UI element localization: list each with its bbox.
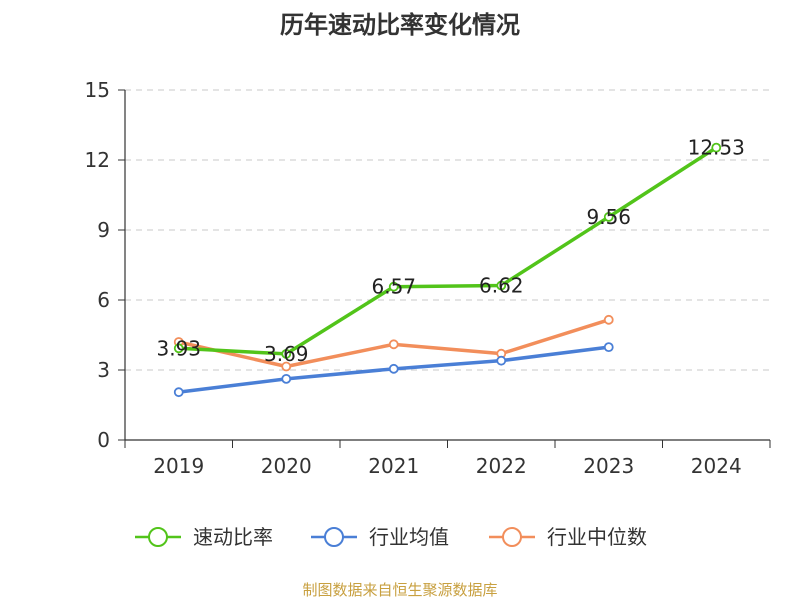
x-tick-label: 2024: [691, 454, 742, 478]
legend-item[interactable]: 行业均值: [311, 525, 449, 549]
data-point[interactable]: [388, 281, 399, 292]
y-tick-label: 0: [97, 428, 110, 452]
y-tick-label: 9: [97, 218, 110, 242]
legend-label: 速动比率: [193, 525, 273, 549]
data-point[interactable]: [603, 212, 614, 222]
x-tick-label: 2021: [368, 454, 419, 478]
data-point[interactable]: [281, 361, 292, 372]
data-point[interactable]: [281, 348, 292, 359]
series-line: [178, 146, 718, 356]
y-tick-label: 15: [85, 78, 110, 102]
data-point[interactable]: [388, 339, 399, 350]
data-label: 6.62: [479, 274, 524, 298]
x-tick-label: 2022: [476, 454, 527, 478]
data-point[interactable]: [496, 355, 507, 366]
data-labels: 3.93 3.69 6.57 6.62 9.56 12.53: [156, 136, 744, 366]
data-point[interactable]: [496, 280, 507, 291]
legend-marker-icon: [148, 527, 168, 547]
legend-marker-icon: [324, 527, 344, 547]
legend-label: 行业中位数: [547, 525, 647, 549]
x-tick-label: 2023: [583, 454, 634, 478]
data-label: 9.56: [586, 205, 631, 229]
y-tick-label: 3: [97, 358, 110, 382]
chart-title: 历年速动比率变化情况: [280, 11, 520, 39]
series-group: [173, 142, 722, 398]
data-label: 3.69: [264, 342, 309, 366]
data-point[interactable]: [388, 363, 399, 374]
legend-item[interactable]: 速动比率: [135, 525, 273, 549]
data-point[interactable]: [711, 142, 722, 153]
data-label: 6.57: [371, 275, 416, 299]
y-tick-label: 12: [85, 148, 110, 172]
data-point[interactable]: [173, 343, 184, 354]
x-tick-label: 2019: [153, 454, 204, 478]
grid: [125, 89, 770, 371]
legend-marker-icon: [502, 527, 522, 547]
axes: 0 3 6 9 12 15 2019 2020 2021 2022 2023 2024: [85, 78, 771, 478]
data-point[interactable]: [281, 373, 292, 384]
legend-label: 行业均值: [369, 525, 449, 549]
data-label: 12.53: [688, 136, 745, 160]
data-point[interactable]: [603, 314, 614, 325]
data-point[interactable]: [603, 342, 614, 353]
source-note: 制图数据来自恒生聚源数据库: [302, 581, 497, 599]
legend[interactable]: 速动比率 行业均值 行业中位数: [135, 525, 647, 549]
data-label: 3.93: [156, 336, 201, 360]
x-tick-label: 2020: [261, 454, 312, 478]
y-tick-label: 6: [97, 288, 110, 312]
data-point[interactable]: [173, 387, 184, 398]
legend-item[interactable]: 行业中位数: [489, 525, 647, 549]
